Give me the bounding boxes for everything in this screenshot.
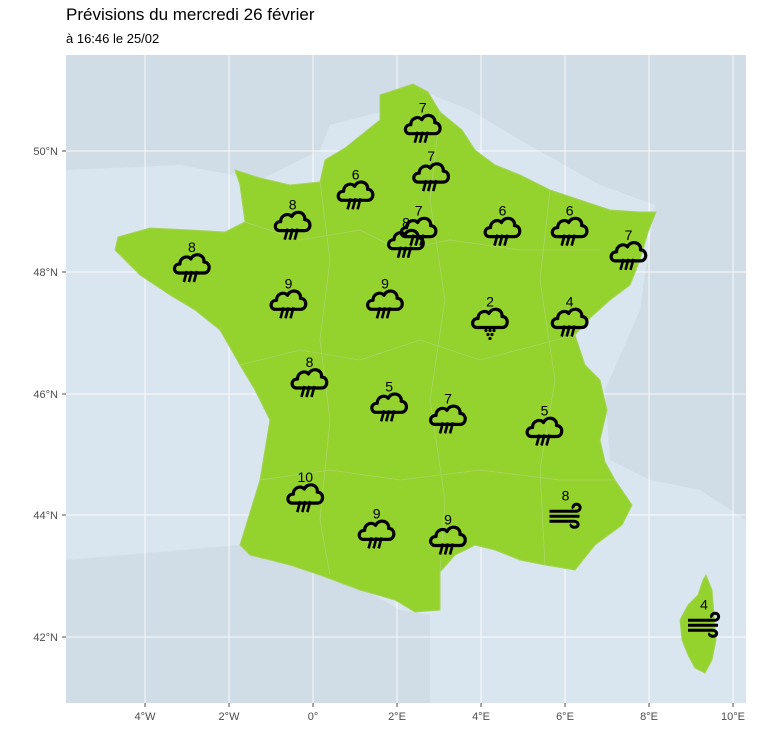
x-tick-label: 2°W: [219, 711, 241, 723]
weather-station: 4: [688, 596, 721, 638]
x-tick-label: 8°E: [640, 711, 658, 723]
weather-station: 6: [483, 203, 522, 247]
station-value-label: 4: [700, 596, 708, 612]
station-value-label: 8: [306, 354, 314, 370]
y-tick-label: 46°N: [33, 389, 58, 401]
station-value-label: 8: [402, 215, 410, 231]
chart-subtitle: à 16:46 le 25/02: [66, 31, 160, 46]
weather-station: 2: [471, 294, 509, 341]
france-mainland: [114, 83, 657, 613]
y-tick-label: 48°N: [33, 267, 58, 279]
weather-station: 4: [550, 294, 589, 338]
neighbour-land-north: [66, 55, 746, 330]
weather-station: 10: [286, 469, 325, 514]
y-tick-label: 50°N: [33, 146, 58, 158]
neighbour-land-south: [66, 545, 430, 703]
station-value-label: 7: [427, 148, 435, 164]
station-value-label: 7: [415, 203, 423, 219]
weather-station: 7: [429, 390, 467, 435]
snow-cloud-icon: [471, 307, 509, 341]
wind-icon: [688, 611, 721, 638]
weather-station: 8: [290, 354, 329, 399]
station-value-label: 4: [566, 294, 574, 310]
station-value-label: 6: [352, 166, 360, 182]
wind-icon: [549, 502, 582, 529]
station-value-label: 6: [499, 203, 507, 219]
weather-station: 9: [366, 275, 404, 320]
weather-station: 7: [412, 148, 451, 193]
station-value-label: 7: [419, 100, 427, 116]
station-value-label: 2: [486, 294, 494, 310]
station-value-label: 10: [298, 469, 314, 485]
station-value-label: 8: [562, 487, 570, 503]
weather-station: 9: [357, 505, 396, 550]
weather-station: 6: [550, 203, 589, 247]
station-value-label: 9: [373, 505, 381, 521]
station-value-label: 9: [285, 275, 293, 291]
station-value-label: 8: [188, 239, 196, 255]
department-borders: [239, 111, 615, 576]
weather-station: 5: [525, 403, 564, 447]
x-tick-label: 0°: [308, 711, 319, 723]
weather-station: 7: [403, 100, 442, 144]
weather-station: 7: [399, 203, 438, 247]
axis-ticks: [62, 150, 734, 707]
neighbour-land-east: [605, 205, 746, 520]
weather-station: 9: [269, 275, 308, 320]
x-tick-label: 6°E: [556, 711, 574, 723]
station-value-label: 6: [566, 203, 574, 219]
weather-station: 8: [172, 239, 211, 284]
station-value-label: 7: [625, 227, 633, 243]
weather-station: 7: [609, 227, 648, 272]
x-tick-label: 10°E: [721, 711, 745, 723]
weather-station: 6: [336, 166, 375, 211]
station-value-label: 9: [444, 512, 452, 528]
y-tick-label: 44°N: [33, 510, 58, 522]
y-tick-label: 42°N: [33, 632, 58, 644]
station-value-label: 5: [385, 378, 393, 394]
x-axis-labels: 4°W 2°W 0° 2°E 4°E 6°E 8°E 10°E: [135, 711, 745, 723]
y-axis-labels: 42°N 44°N 46°N 48°N 50°N: [33, 146, 58, 644]
station-value-label: 7: [444, 390, 452, 406]
station-value-label: 8: [289, 197, 297, 213]
weather-station: 5: [370, 378, 409, 423]
weather-station: 9: [429, 512, 467, 556]
station-value-label: 9: [381, 275, 389, 291]
x-tick-label: 2°E: [388, 711, 406, 723]
x-tick-label: 4°W: [135, 711, 157, 723]
station-value-label: 5: [541, 403, 549, 419]
x-tick-label: 4°E: [472, 711, 490, 723]
weather-station: 8: [387, 215, 425, 260]
weather-station: 8: [549, 487, 582, 529]
weather-station: 8: [273, 197, 312, 241]
chart-title: Prévisions du mercredi 26 février: [66, 5, 315, 24]
